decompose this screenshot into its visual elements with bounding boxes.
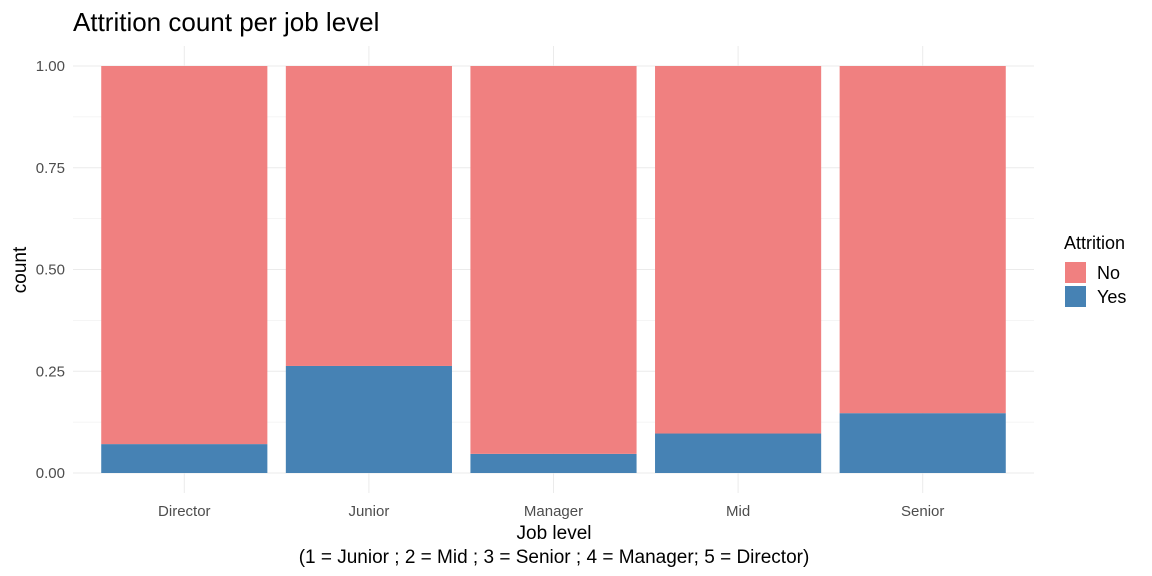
bar-manager-yes [470,453,637,473]
y-tick-label: 1.00 [36,58,65,75]
legend-label-no: No [1097,263,1120,283]
bar-junior-no [285,66,452,366]
bar-senior-no [839,66,1006,414]
x-tick-label: Junior [348,503,389,520]
legend-label-yes: Yes [1097,287,1126,307]
x-tick-label: Manager [524,503,583,520]
x-tick-label: Mid [726,503,750,520]
bar-senior-yes [839,413,1006,473]
y-tick-label: 0.25 [36,363,65,380]
bar-manager-no [470,66,637,454]
legend-key-yes [1065,286,1086,307]
bar-mid-no [655,66,822,434]
y-tick-label: 0.50 [36,262,65,279]
chart-bars [101,66,1006,473]
bar-director-no [101,66,268,445]
bar-junior-yes [285,365,452,473]
y-tick-label: 0.75 [36,160,65,177]
legend-title: Attrition [1064,233,1125,253]
x-axis-subtitle: (1 = Junior ; 2 = Mid ; 3 = Senior ; 4 =… [299,547,810,568]
legend: Attrition No Yes [1064,233,1126,307]
bar-mid-yes [655,433,822,473]
y-tick-label: 0.00 [36,465,65,482]
legend-key-no [1065,262,1086,283]
x-axis-ticks: Director Junior Manager Mid Senior [158,503,944,520]
y-axis-title: count [10,246,31,293]
x-axis-title: Job level [517,523,592,544]
bar-director-yes [101,444,268,473]
x-tick-label: Senior [901,503,944,520]
chart-title: Attrition count per job level [73,7,379,37]
y-axis-ticks: 0.00 0.25 0.50 0.75 1.00 [36,58,65,482]
x-tick-label: Director [158,503,211,520]
